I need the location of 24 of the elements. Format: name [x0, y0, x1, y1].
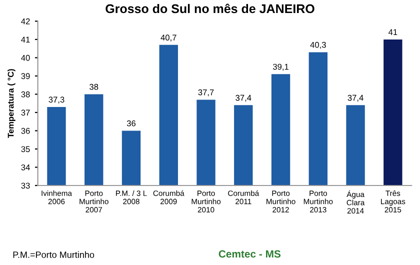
y-tick-label: 34	[21, 164, 30, 170]
data-label: 41	[388, 29, 398, 35]
y-tick-label: 40	[21, 54, 30, 61]
text: P.M.=Porto Murtinho	[13, 251, 94, 258]
data-label: 37,4	[348, 94, 364, 102]
data-label: 36	[126, 120, 136, 126]
data-label: 37,4	[236, 94, 252, 102]
y-tick-label: 36	[21, 128, 30, 134]
y-tick-label: 35	[21, 146, 30, 152]
data-label: 39,1	[272, 64, 288, 71]
data-label: 37,7	[198, 89, 214, 96]
y-tick-label: 33	[21, 182, 30, 189]
chart-title: Grosso do Sul no mês de JANEIRO	[106, 4, 314, 14]
y-tick-label: 41	[21, 36, 30, 42]
text: Cemtec - MS	[218, 250, 281, 258]
y-tick-label: 42	[21, 18, 30, 24]
data-label: 40,7	[160, 34, 176, 42]
y-tick-label: 39	[21, 73, 30, 80]
data-label: 38	[90, 84, 98, 90]
data-label: 40,3	[310, 42, 326, 49]
y-tick-label: 37	[21, 110, 30, 116]
y-axis-title: Temperatura ( °C)	[8, 69, 16, 138]
y-tick-label: 38	[21, 91, 30, 98]
data-label: 37,3	[48, 96, 64, 104]
